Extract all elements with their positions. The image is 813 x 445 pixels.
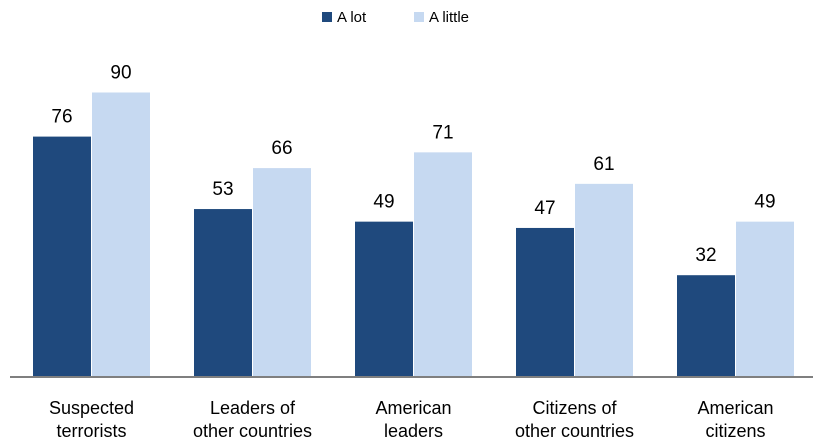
value-label-a-lot-2: 49: [373, 192, 394, 213]
bar-a-lot-4: [677, 275, 735, 376]
bar-a-little-0: [92, 92, 150, 376]
category-label-4-line-1: citizens: [705, 421, 765, 441]
category-label-3-line-1: other countries: [515, 421, 634, 441]
category-label-2-line-0: American: [375, 398, 451, 418]
value-label-a-lot-4: 32: [695, 245, 716, 266]
category-label-2-line-1: leaders: [384, 421, 443, 441]
bar-a-lot-0: [33, 136, 91, 376]
bar-a-little-4: [736, 221, 794, 376]
value-label-a-little-2: 71: [432, 122, 453, 143]
value-label-a-lot-0: 76: [51, 107, 72, 128]
category-labels-group: Suspected terrorists Leaders of other count…: [49, 398, 774, 441]
bars-group: [33, 92, 794, 376]
category-label-0-line-0: Suspected: [49, 398, 134, 418]
legend-swatch-a-little: [414, 12, 424, 22]
bar-a-lot-2: [355, 221, 413, 376]
value-label-a-little-0: 90: [110, 63, 131, 84]
value-label-a-lot-1: 53: [212, 179, 233, 200]
bar-a-little-1: [253, 168, 311, 376]
bar-a-lot-3: [516, 227, 574, 376]
value-label-a-little-4: 49: [754, 192, 775, 213]
category-label-0-line-1: terrorists: [56, 421, 126, 441]
bar-a-little-3: [575, 183, 633, 376]
category-label-1-line-1: other countries: [193, 421, 312, 441]
value-label-a-lot-3: 47: [534, 198, 555, 219]
value-label-a-little-1: 66: [271, 138, 292, 159]
value-label-a-little-3: 61: [593, 154, 614, 175]
category-label-1-line-0: Leaders of: [210, 398, 296, 418]
category-label-4-line-0: American: [697, 398, 773, 418]
legend-label-a-little: A little: [429, 9, 469, 26]
legend: A lot A little: [322, 9, 469, 26]
legend-label-a-lot: A lot: [337, 9, 367, 26]
bar-a-lot-1: [194, 209, 252, 376]
legend-swatch-a-lot: [322, 12, 332, 22]
category-label-3-line-0: Citizens of: [532, 398, 617, 418]
value-labels-group: 76 90 53 66 49 71 47 61 32 49: [51, 63, 775, 267]
bar-a-little-2: [414, 152, 472, 376]
